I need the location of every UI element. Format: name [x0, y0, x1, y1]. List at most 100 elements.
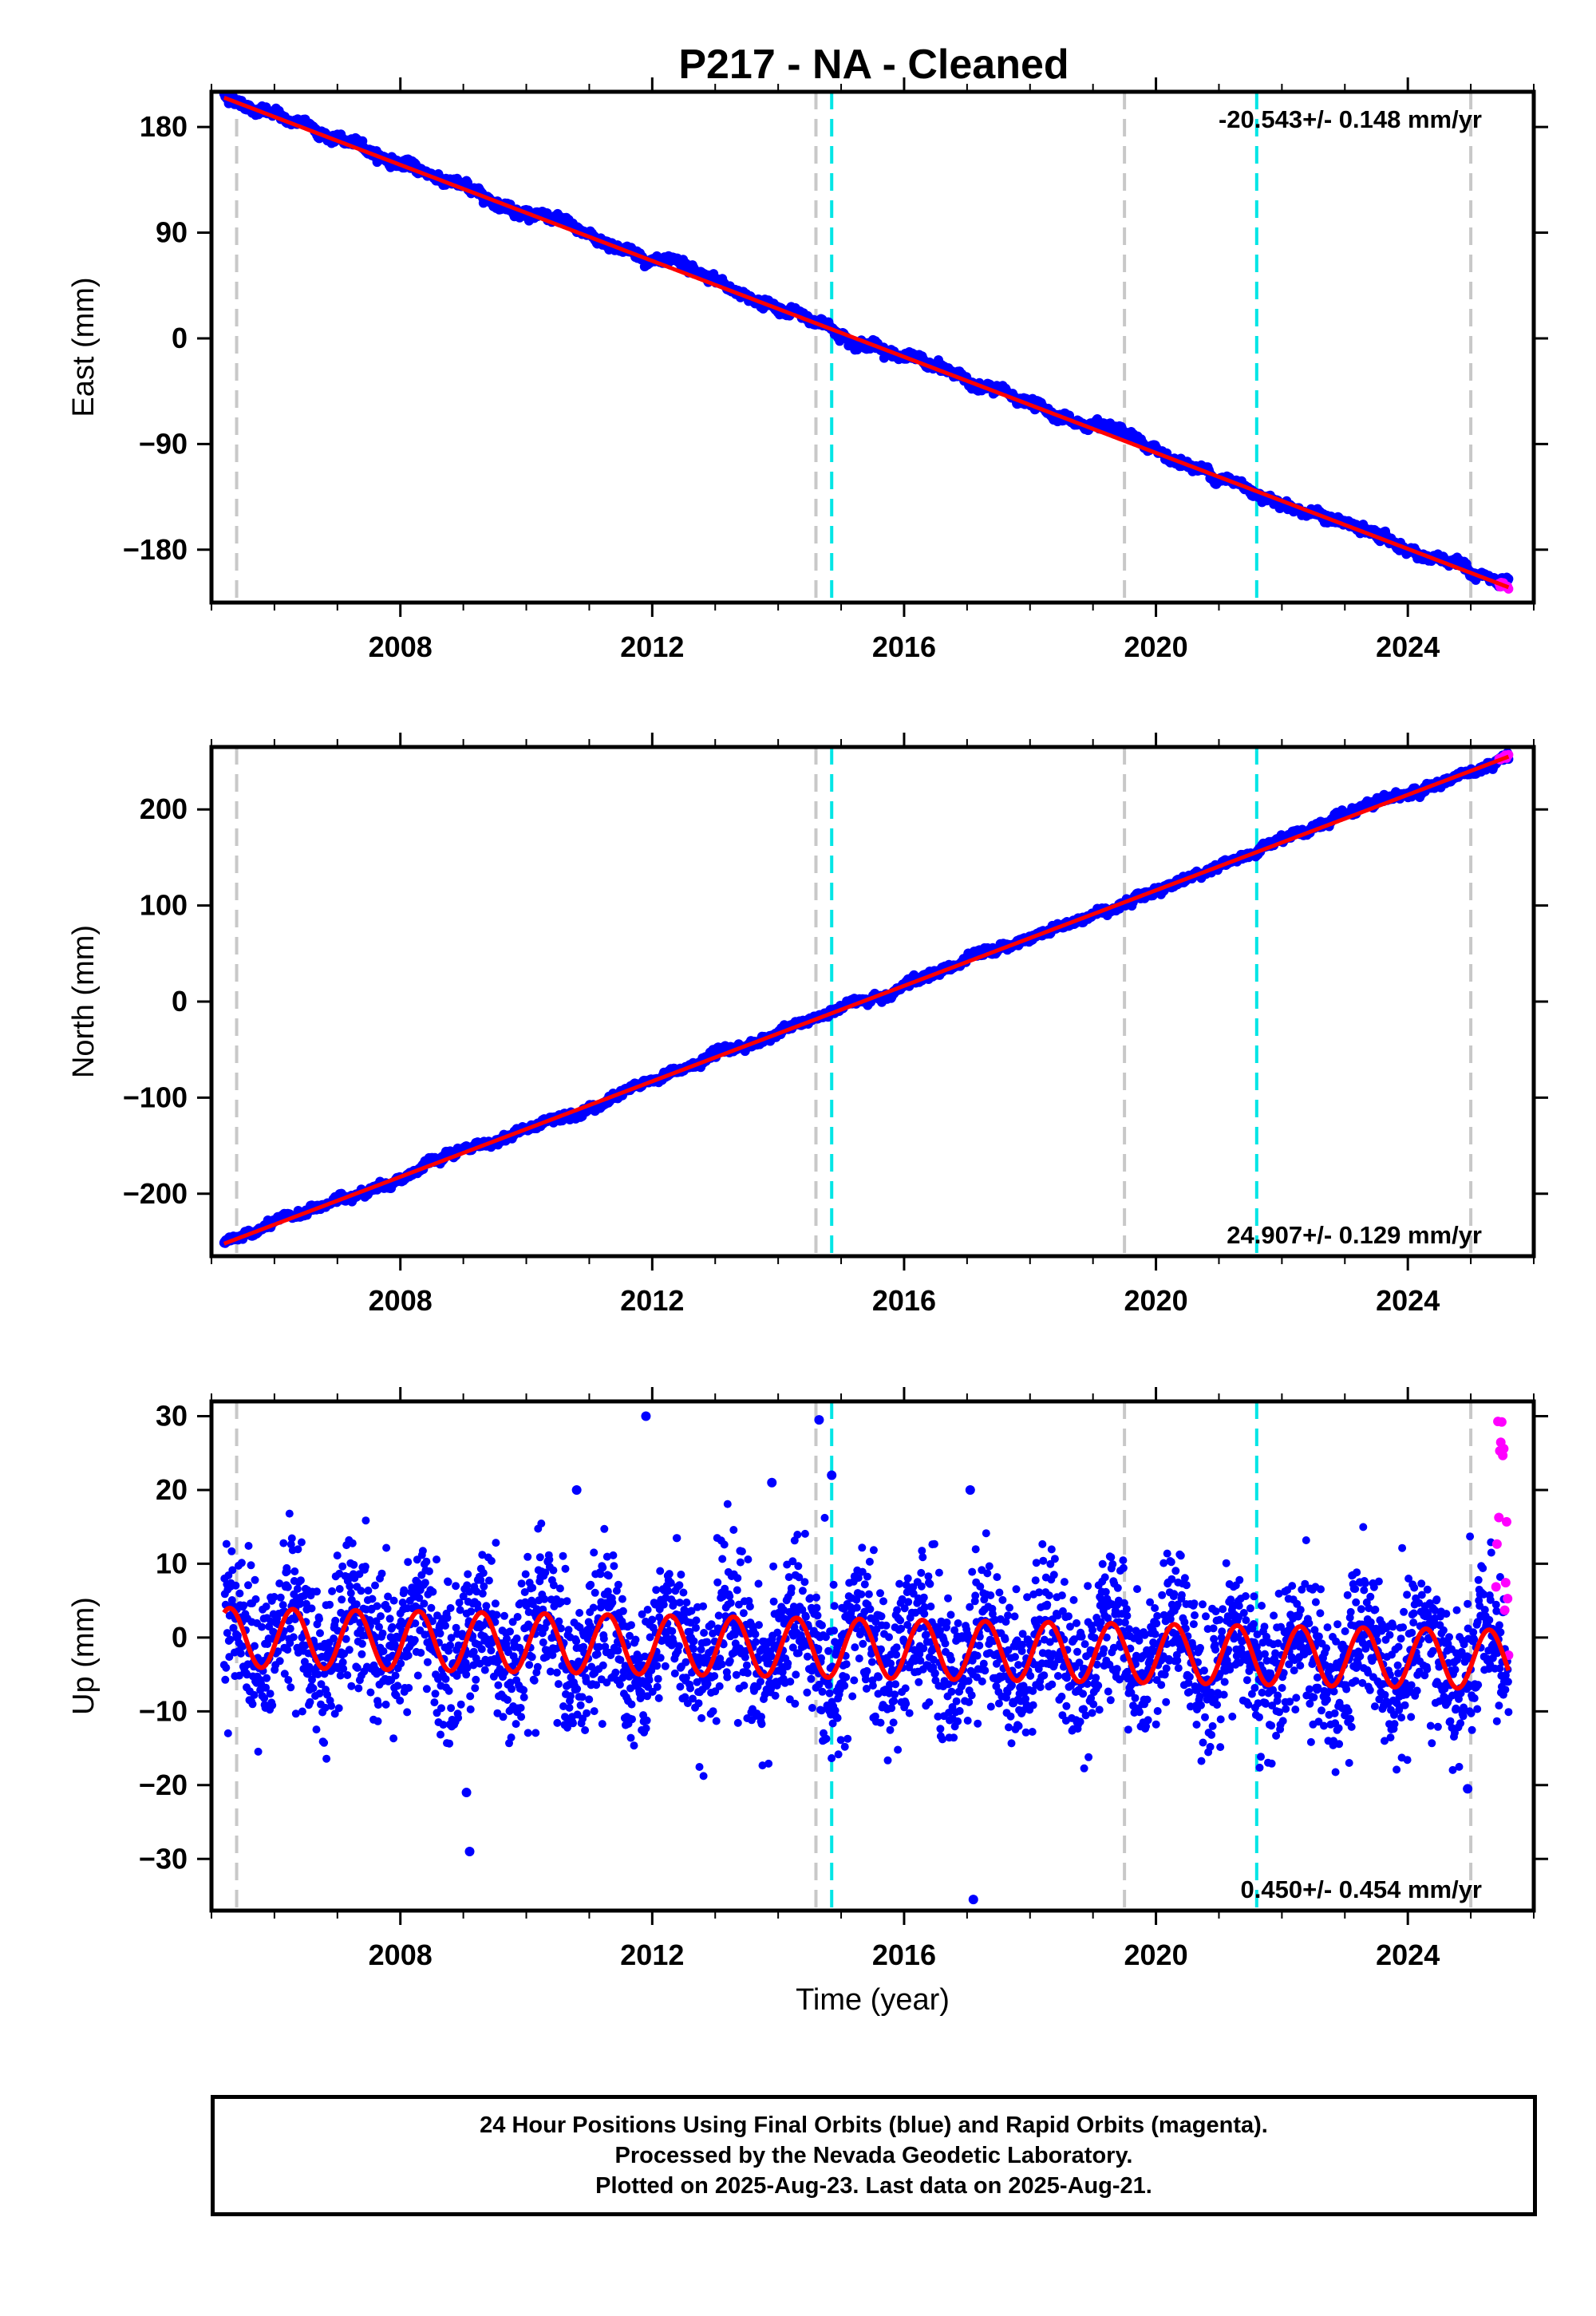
- data-point: [290, 1567, 299, 1575]
- data-point: [270, 1593, 279, 1601]
- x-tick-label: 2008: [369, 1284, 433, 1317]
- plot-area: [219, 1401, 1514, 1911]
- data-point: [227, 1596, 236, 1604]
- plot-area: [219, 747, 1514, 1256]
- data-point: [286, 1683, 295, 1692]
- y-axis-label: North (mm): [67, 925, 101, 1078]
- data-point: [361, 1516, 370, 1525]
- data-point: [251, 1642, 259, 1650]
- plot-area: [219, 92, 1514, 603]
- data-point: [251, 1595, 260, 1603]
- data-point: [222, 1539, 231, 1548]
- data-point: [263, 1674, 271, 1682]
- data-point: [262, 1603, 271, 1611]
- data-point: [283, 1583, 292, 1591]
- data-point: [293, 1584, 302, 1593]
- data-point: [334, 1704, 343, 1713]
- data-point: [309, 1684, 318, 1693]
- data-point: [371, 1581, 379, 1590]
- data-point: [347, 1682, 356, 1690]
- x-tick-label: 2020: [1124, 630, 1188, 663]
- data-point: [338, 1562, 347, 1571]
- data-point: [250, 1690, 259, 1699]
- y-axis-label: East (mm): [67, 277, 101, 417]
- x-tick-label: 2012: [620, 630, 684, 663]
- data-point: [320, 1738, 329, 1747]
- data-point: [350, 1560, 358, 1569]
- data-point: [335, 1585, 344, 1593]
- y-tick-label: 0: [172, 322, 188, 354]
- data-point: [247, 1561, 255, 1570]
- data-point: [279, 1539, 288, 1547]
- data-point: [296, 1576, 305, 1585]
- chart-title: P217 - NA - Cleaned: [678, 41, 1069, 88]
- x-tick-label: 2008: [369, 630, 433, 663]
- data-point: [316, 1629, 324, 1638]
- data-point: [353, 1663, 361, 1672]
- data-point: [231, 1581, 240, 1590]
- data-point: [227, 1547, 236, 1555]
- data-point: [229, 1623, 238, 1632]
- data-point: [357, 1587, 365, 1595]
- data-point: [330, 1634, 338, 1642]
- data-point: [313, 1587, 321, 1596]
- data-point: [251, 1575, 259, 1584]
- data-point: [223, 1729, 232, 1737]
- data-point: [346, 1582, 354, 1591]
- data-point: [285, 1509, 294, 1518]
- data-point: [345, 1646, 354, 1654]
- y-tick-label: 100: [140, 889, 188, 922]
- data-point: [352, 1600, 361, 1609]
- data-point: [322, 1754, 331, 1763]
- data-point: [307, 1604, 316, 1613]
- data-point: [237, 1559, 246, 1567]
- data-point: [233, 1631, 242, 1640]
- data-point: [377, 1612, 385, 1621]
- data-point: [374, 1701, 382, 1709]
- data-point: [364, 1587, 373, 1595]
- data-point: [338, 1595, 346, 1604]
- data-point: [361, 1563, 369, 1571]
- data-point: [282, 1567, 291, 1576]
- data-point: [299, 1591, 308, 1600]
- y-tick-label: 200: [140, 792, 188, 825]
- x-tick-label: 2016: [872, 1284, 936, 1317]
- x-tick-label: 2020: [1124, 1284, 1188, 1317]
- data-point: [279, 1601, 287, 1610]
- data-point: [228, 1566, 237, 1575]
- data-point: [315, 1614, 323, 1623]
- data-point: [221, 1675, 230, 1684]
- data-point: [270, 1628, 279, 1637]
- data-point: [346, 1589, 355, 1598]
- data-point: [268, 1701, 277, 1709]
- data-point: [287, 1534, 296, 1543]
- data-point: [283, 1646, 292, 1654]
- data-point: [254, 1747, 263, 1756]
- data-point: [274, 1647, 282, 1656]
- data-point: [326, 1600, 334, 1609]
- data-point: [275, 1657, 284, 1666]
- y-tick-label: 180: [140, 110, 188, 143]
- model-fit-line: [223, 96, 1510, 590]
- x-tick-label: 2024: [1376, 630, 1440, 663]
- data-point: [289, 1633, 298, 1642]
- y-tick-label: −90: [139, 427, 188, 460]
- y-tick-label: 90: [156, 216, 188, 249]
- data-point: [244, 1581, 252, 1590]
- x-tick-label: 2012: [620, 1284, 684, 1317]
- data-point: [260, 1694, 269, 1702]
- data-point: [358, 1650, 366, 1658]
- data-point: [295, 1599, 304, 1608]
- rate-label: -20.543+/- 0.148 mm/yr: [1219, 105, 1482, 133]
- data-point: [294, 1545, 302, 1554]
- x-tick-label: 2016: [872, 630, 936, 663]
- data-point: [306, 1697, 314, 1706]
- plot-frame: [209, 89, 1536, 605]
- data-point: [333, 1551, 342, 1560]
- data-point: [312, 1725, 321, 1734]
- data-point: [222, 1663, 231, 1672]
- data-point: [327, 1701, 336, 1710]
